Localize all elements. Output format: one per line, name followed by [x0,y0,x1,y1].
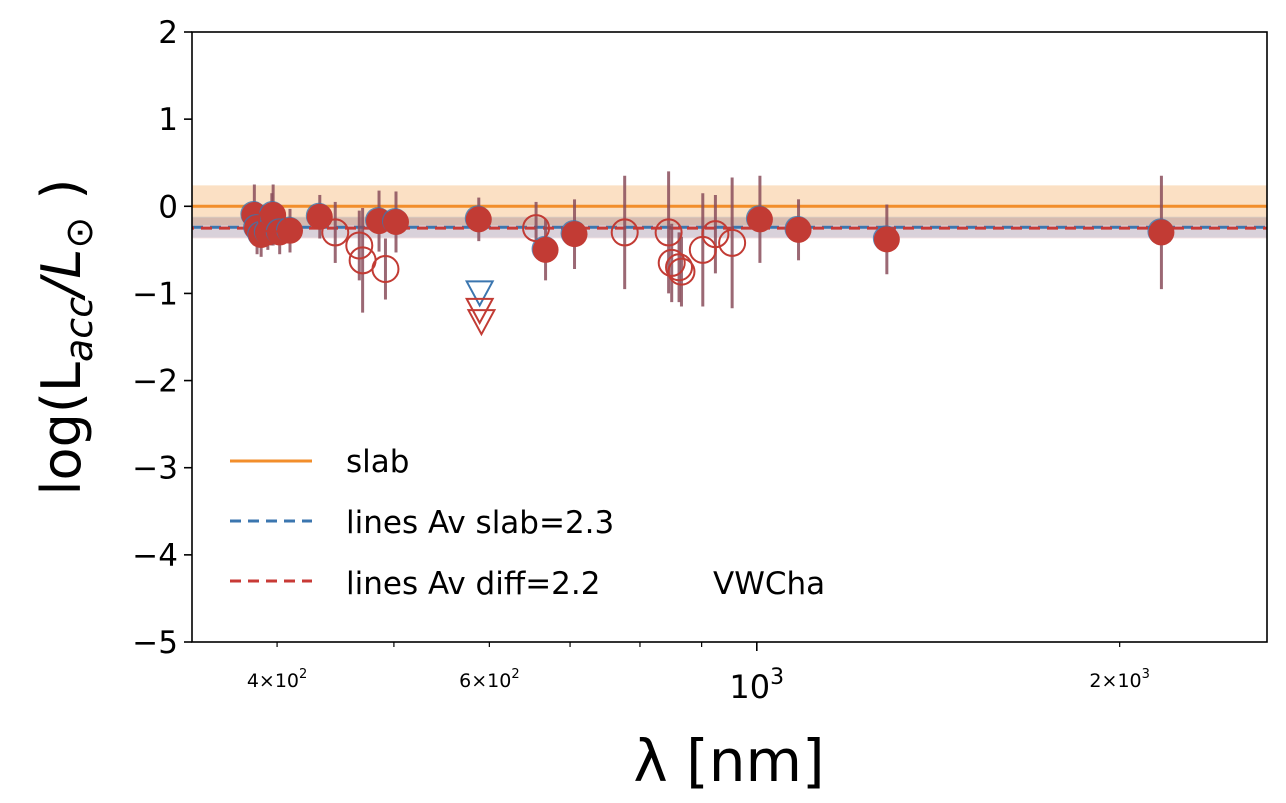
plot-frame [191,31,1268,643]
data-point-filled [746,206,773,233]
y-axis-title-subscript: acc [57,297,101,362]
x-minor-tick-times: × [471,670,487,692]
x-minor-tick-label: 6×102 [459,667,519,692]
x-minor-tick-base: 10 [1117,670,1141,692]
x-major-tick-exponent: 3 [770,665,784,690]
y-tick-label: −2 [132,364,178,400]
legend: slab lines Av slab=2.3 lines Av diff=2.2… [230,444,825,602]
data-point-filled [382,208,409,235]
data-point-open [665,253,694,282]
y-tick-label: 2 [158,15,178,51]
y-axis: 2 1 0 −1 −2 −3 −4 −5 [132,15,192,661]
data-point-filled [785,216,812,243]
x-minor-tick-base: 10 [275,670,299,692]
x-minor-tick-label: 4×102 [247,667,307,692]
x-major-tick-base: 10 [729,668,770,706]
x-minor-tick-mantissa: 4 [247,670,259,692]
y-tick-label: −1 [132,276,178,312]
x-minor-tick-exponent: 2 [299,667,307,682]
y-tick-label: −5 [132,625,178,661]
data-point-open [654,218,683,247]
y-tick-label: 0 [158,189,178,225]
data-point-open [657,248,686,277]
x-major-tick-label: 103 [729,665,784,706]
y-axis-title-l: L [30,249,93,279]
data-point-open [345,231,374,260]
y-axis-title-suffix: ) [30,179,93,217]
data-point-open [321,218,350,247]
legend-label-lines-av-diff: lines Av diff=2.2 [346,566,600,602]
y-tick-label: −3 [132,451,178,487]
data-point-filled [561,221,588,248]
data-point-open [718,228,747,257]
x-axis-title: λ [nm] [633,727,824,795]
x-minor-tick-base: 10 [487,670,511,692]
y-axis-title-prefix: log(L [30,362,93,495]
y-tick-label: 1 [158,102,178,138]
x-minor-tick-mantissa: 2 [1089,670,1101,692]
data-point-open [667,257,696,286]
y-axis-title: log(Lacc/L⊙ ) [30,179,101,496]
data-point-open [371,255,400,284]
plot-background [192,32,1267,642]
upper-limit-marker [466,309,497,337]
data-point-filled [873,226,900,253]
legend-label-lines-av-slab: lines Av slab=2.3 [346,505,614,541]
upper-limit-marker [464,280,495,308]
data-point-filled [465,206,492,233]
x-minor-tick-times: × [1102,670,1118,692]
x-minor-tick-exponent: 3 [1142,667,1150,682]
x-minor-tick-mantissa: 6 [459,670,471,692]
data-point-open [257,205,286,234]
x-minor-tick-times: × [259,670,275,692]
y-axis-title-sun: ⊙ [57,217,101,249]
data-points [240,201,1175,337]
data-point-filled [532,236,559,263]
data-point-filled [306,203,333,230]
x-minor-tick-label: 2×103 [1089,667,1149,692]
data-point-open [701,220,730,249]
x-minor-tick-exponent: 2 [511,667,519,682]
y-tick-label: −4 [132,538,178,574]
legend-annotation-star-name: VWCha [713,566,825,602]
data-point-filled [277,217,304,244]
legend-label-slab: slab [346,444,409,480]
data-point-filled [1148,219,1175,246]
data-point-open [610,218,639,247]
data-point-open [522,214,551,243]
